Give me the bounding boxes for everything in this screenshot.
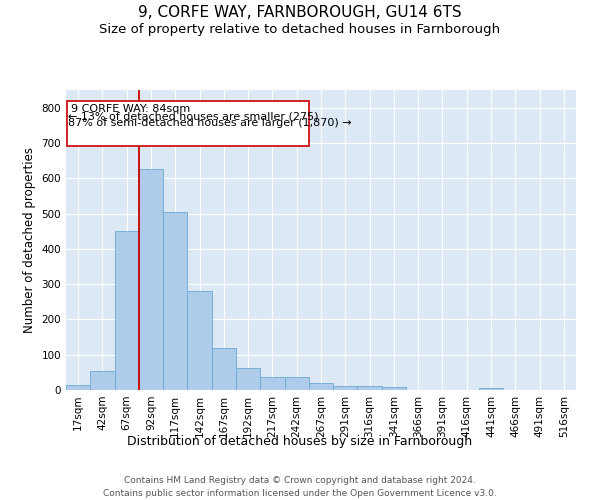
Text: Size of property relative to detached houses in Farnborough: Size of property relative to detached ho… xyxy=(100,22,500,36)
Text: Contains HM Land Registry data © Crown copyright and database right 2024.
Contai: Contains HM Land Registry data © Crown c… xyxy=(103,476,497,498)
Text: Distribution of detached houses by size in Farnborough: Distribution of detached houses by size … xyxy=(127,435,473,448)
Bar xyxy=(115,231,139,390)
Bar xyxy=(212,348,236,390)
Bar xyxy=(309,383,333,390)
Bar xyxy=(333,386,358,390)
FancyBboxPatch shape xyxy=(67,100,309,146)
Text: 87% of semi-detached houses are larger (1,870) →: 87% of semi-detached houses are larger (… xyxy=(68,118,352,128)
Bar xyxy=(382,387,406,390)
Bar xyxy=(66,386,90,390)
Bar xyxy=(236,368,260,390)
Bar xyxy=(260,377,284,390)
Bar xyxy=(358,386,382,390)
Y-axis label: Number of detached properties: Number of detached properties xyxy=(23,147,36,333)
Bar xyxy=(479,388,503,390)
Bar xyxy=(90,370,115,390)
Bar xyxy=(187,291,212,390)
Text: 9 CORFE WAY: 84sqm: 9 CORFE WAY: 84sqm xyxy=(71,104,190,114)
Bar xyxy=(163,212,187,390)
Text: 9, CORFE WAY, FARNBOROUGH, GU14 6TS: 9, CORFE WAY, FARNBOROUGH, GU14 6TS xyxy=(138,5,462,20)
Bar xyxy=(284,377,309,390)
Bar xyxy=(139,170,163,390)
Text: ← 13% of detached houses are smaller (275): ← 13% of detached houses are smaller (27… xyxy=(68,111,319,121)
